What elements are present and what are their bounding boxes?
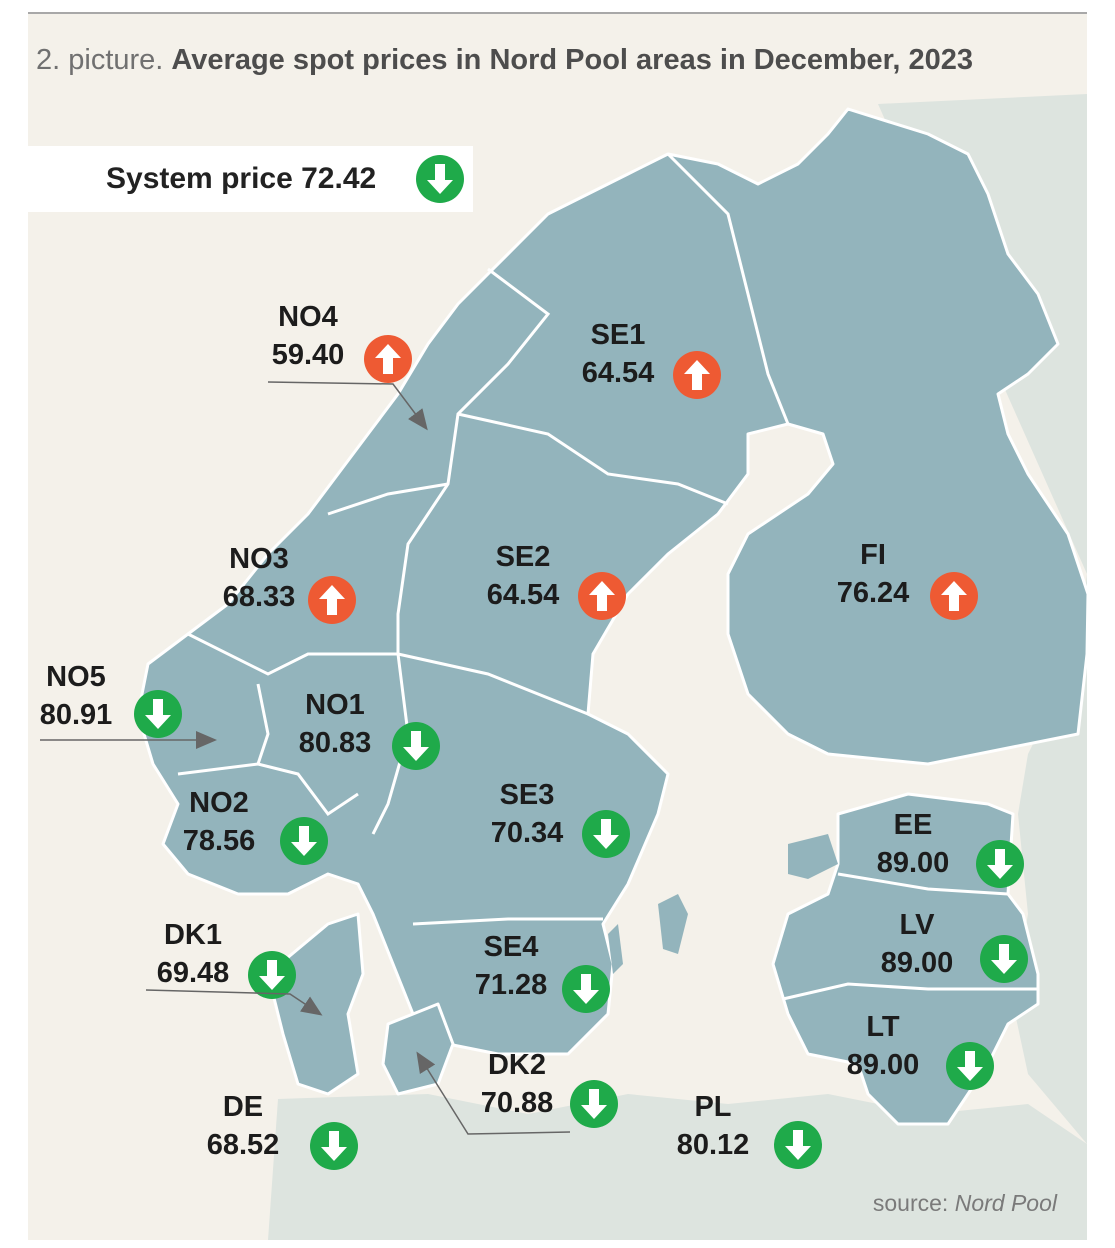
border-se3-se4 <box>412 917 603 926</box>
map-title: 2. picture. Average spot prices in Nord … <box>36 44 973 77</box>
map-frame: 2. picture. Average spot prices in Nord … <box>28 12 1087 1240</box>
area-price: 71.28 <box>474 969 548 1001</box>
area-label-no5: NO5 80.91 <box>28 658 124 734</box>
area-name: NO4 <box>278 301 338 333</box>
area-name: DK1 <box>163 919 222 951</box>
island-oland <box>608 924 623 974</box>
area-price: 64.54 <box>581 357 655 389</box>
arrow-down-icon <box>946 1042 994 1090</box>
area-name: PL <box>694 1091 732 1123</box>
border-se1-fi <box>666 152 790 425</box>
area-label-lv: LV 89.00 <box>862 906 972 982</box>
area-label-no1: NO1 80.83 <box>280 686 390 762</box>
area-price: 59.40 <box>271 339 345 371</box>
area-price: 89.00 <box>876 847 950 879</box>
land-dk2 <box>381 1002 455 1096</box>
arrow-up-icon <box>364 335 412 383</box>
border-se2-se3 <box>397 652 589 716</box>
arrow-down-icon <box>248 951 296 999</box>
area-name: NO3 <box>229 543 289 575</box>
area-price: 70.88 <box>480 1087 554 1119</box>
title-prefix: 2. picture. <box>36 44 164 76</box>
area-name: EE <box>893 809 933 841</box>
area-label-no4: NO4 59.40 <box>258 298 358 374</box>
title-text: Average spot prices in Nord Pool areas i… <box>171 44 973 76</box>
area-label-ee: EE 89.00 <box>858 806 968 882</box>
border-no-se <box>396 267 551 654</box>
arrow-down-icon <box>562 965 610 1013</box>
system-price-text: System price 72.42 <box>106 162 376 196</box>
system-price-label: System price <box>106 162 293 195</box>
area-label-dk2: DK2 70.88 <box>462 1046 572 1122</box>
area-label-se3: SE3 70.34 <box>472 776 582 852</box>
area-name: DE <box>222 1091 264 1123</box>
arrow-down-icon <box>310 1122 358 1170</box>
area-name: FI <box>860 539 886 571</box>
area-price: 64.54 <box>486 579 560 611</box>
area-name: DK2 <box>487 1049 546 1081</box>
area-label-pl: PL 80.12 <box>658 1088 768 1164</box>
arrow-down-icon <box>416 155 464 203</box>
area-label-se2: SE2 64.54 <box>468 538 578 614</box>
border-no3-no4 <box>327 482 449 516</box>
arrow-down-icon <box>980 935 1028 983</box>
area-label-no2: NO2 78.56 <box>164 784 274 860</box>
area-name: LV <box>899 909 935 941</box>
border-se1-se2 <box>457 412 729 506</box>
area-price: 78.56 <box>182 825 256 857</box>
border-no1-se3 <box>371 653 410 835</box>
area-name: NO5 <box>46 661 106 693</box>
source-prefix: source: <box>872 1190 949 1216</box>
area-label-lt: LT 89.00 <box>828 1008 938 1084</box>
area-price: 89.00 <box>846 1049 920 1081</box>
area-price: 69.48 <box>156 957 230 989</box>
area-name: SE1 <box>590 319 646 351</box>
border-ee-lv <box>837 872 1009 896</box>
border-no3-no5 <box>187 632 398 676</box>
island-saaremaa <box>788 834 838 879</box>
area-label-dk1: DK1 69.48 <box>138 916 248 992</box>
border-no1-no5 <box>256 683 270 765</box>
arrow-up-icon <box>308 576 356 624</box>
area-name: NO1 <box>305 689 365 721</box>
area-price: 80.91 <box>39 699 113 731</box>
arrow-down-icon <box>280 817 328 865</box>
arrow-down-icon <box>774 1121 822 1169</box>
land-dk1 <box>266 912 365 1096</box>
arrow-down-icon <box>570 1080 618 1128</box>
arrow-down-icon <box>976 840 1024 888</box>
area-name: NO2 <box>189 787 249 819</box>
area-price: 68.33 <box>222 581 296 613</box>
area-price: 80.12 <box>676 1129 750 1161</box>
source-credit: source: Nord Pool <box>873 1190 1057 1217</box>
system-price-box: System price 72.42 <box>28 146 473 212</box>
area-price: 68.52 <box>206 1129 280 1161</box>
area-label-se1: SE1 64.54 <box>563 316 673 392</box>
source-name: Nord Pool <box>954 1190 1057 1216</box>
border-lv-lt <box>782 982 1038 1001</box>
area-name: LT <box>866 1011 900 1043</box>
area-price: 70.34 <box>490 817 564 849</box>
area-label-se4: SE4 71.28 <box>456 928 566 1004</box>
arrow-up-icon <box>930 572 978 620</box>
area-name: SE2 <box>495 541 551 573</box>
area-price: 89.00 <box>880 947 954 979</box>
system-price-value: 72.42 <box>301 162 377 195</box>
area-name: SE4 <box>483 931 539 963</box>
area-label-de: DE 68.52 <box>188 1088 298 1164</box>
arrow-up-icon <box>673 351 721 399</box>
area-price: 76.24 <box>836 577 910 609</box>
arrow-down-icon <box>582 810 630 858</box>
area-label-no3: NO3 68.33 <box>204 540 314 616</box>
area-price: 80.83 <box>298 727 372 759</box>
area-label-fi: FI 76.24 <box>818 536 928 612</box>
border-no1-no2 <box>177 762 359 817</box>
arrow-down-icon <box>392 722 440 770</box>
area-name: SE3 <box>499 779 555 811</box>
island-gotland <box>658 894 688 954</box>
arrow-up-icon <box>578 572 626 620</box>
arrow-down-icon <box>134 690 182 738</box>
